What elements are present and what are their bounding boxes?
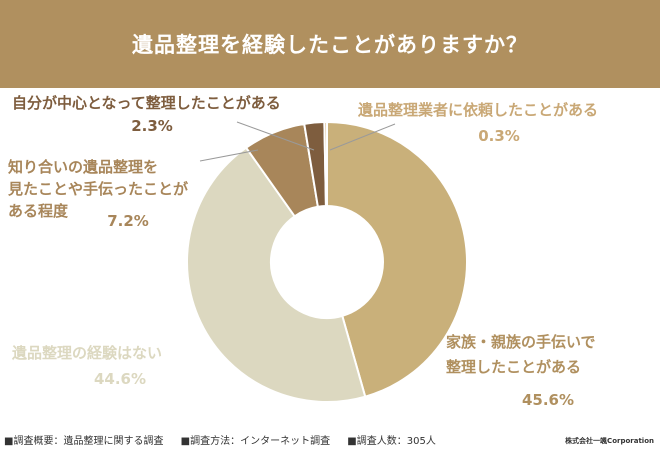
slice-percent-label: 44.6% — [94, 370, 146, 388]
donut-slice — [186, 146, 367, 403]
leader-line — [236, 121, 315, 151]
chart-title: 遺品整理を経験したことがありますか？ — [132, 33, 528, 57]
slice-percent-label: 7.2% — [107, 212, 149, 230]
slice-label: 遺品整理の経験はない — [11, 344, 162, 362]
slice-percent-label: 45.6% — [522, 391, 574, 409]
slice-percent-label: 0.3% — [478, 127, 520, 145]
survey-footer: ■調査概要：遺品整理に関する調査 ■調査方法：インターネット調査 ■調査人数：3… — [4, 432, 450, 447]
slice-label: 見たことや手伝ったことが — [7, 180, 189, 198]
survey-count: ■調査人数：305人 — [347, 436, 436, 447]
survey-method: ■調査方法：インターネット調査 — [180, 436, 331, 447]
slice-percent-label: 2.3% — [131, 117, 173, 135]
slice-label: 自分が中心となって整理したことがある — [12, 94, 281, 112]
slice-label: ある程度 — [8, 202, 69, 220]
leader-line — [329, 123, 396, 151]
survey-overview: ■調査概要：遺品整理に関する調査 — [4, 436, 164, 447]
slice-label: 家族・親族の手伝いで — [446, 333, 596, 351]
company-name: 株式会社一颯Corporation — [565, 437, 654, 445]
title-banner: 遺品整理を経験したことがありますか？ — [0, 0, 660, 88]
slice-label: 知り合いの遺品整理を — [8, 158, 158, 176]
leader-line — [199, 149, 259, 162]
slice-label: 整理したことがある — [446, 358, 581, 376]
donut-slice — [323, 120, 328, 208]
slice-label: 遺品整理業者に依頼したことがある — [357, 101, 598, 119]
donut-slice — [326, 120, 468, 398]
